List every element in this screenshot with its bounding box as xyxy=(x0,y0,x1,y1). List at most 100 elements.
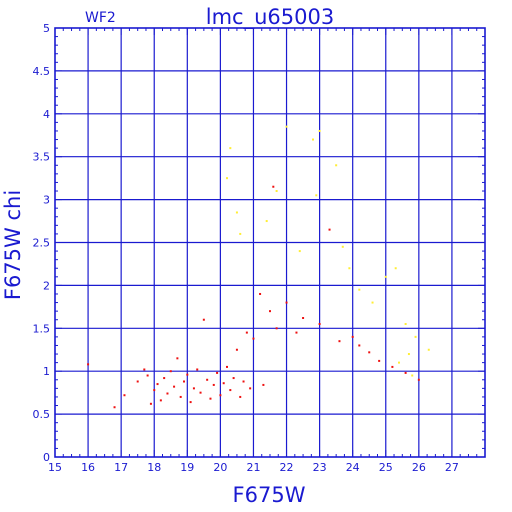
data-point xyxy=(269,310,271,313)
data-point xyxy=(249,387,252,390)
x-tick-label: 24 xyxy=(346,461,360,474)
data-point xyxy=(259,292,262,295)
data-point xyxy=(318,323,321,326)
x-tick-label: 25 xyxy=(379,461,393,474)
data-point xyxy=(186,373,189,376)
x-tick-label: 16 xyxy=(81,461,95,474)
y-tick-label: 5 xyxy=(43,22,50,35)
data-point xyxy=(209,397,212,400)
data-point xyxy=(226,365,228,368)
data-point xyxy=(368,351,371,354)
data-point xyxy=(192,387,195,390)
data-point xyxy=(113,406,116,409)
data-point xyxy=(318,129,321,132)
y-tick-label: 3.5 xyxy=(33,151,51,164)
x-tick-label: 21 xyxy=(246,461,260,474)
y-tick-label: 0 xyxy=(43,451,50,464)
data-point xyxy=(371,301,374,304)
data-point xyxy=(156,383,159,386)
x-tick-label: 23 xyxy=(313,461,327,474)
y-tick-label: 1.5 xyxy=(33,322,51,335)
data-point xyxy=(202,318,205,321)
data-point xyxy=(242,380,245,383)
data-point xyxy=(265,220,268,223)
data-point xyxy=(302,317,305,320)
data-point xyxy=(358,344,361,347)
data-point xyxy=(196,368,199,371)
chart-title: lmc_u65003 xyxy=(206,5,334,30)
grid-layer xyxy=(55,28,485,457)
y-tick-label: 4.5 xyxy=(33,65,51,78)
data-point xyxy=(348,267,351,270)
data-point xyxy=(407,353,410,356)
y-axis-label: F675W chi xyxy=(1,190,25,300)
data-point xyxy=(146,374,149,377)
data-point xyxy=(272,185,275,188)
data-point xyxy=(391,365,394,368)
data-point xyxy=(358,288,361,291)
data-point xyxy=(351,335,354,338)
x-tick-label: 26 xyxy=(412,461,426,474)
x-tick-label: 20 xyxy=(213,461,227,474)
data-point xyxy=(153,389,156,392)
data-point xyxy=(159,399,162,402)
data-point xyxy=(173,385,176,388)
data-point xyxy=(275,327,278,330)
data-point xyxy=(404,323,407,326)
x-axis-label: F675W xyxy=(233,483,306,507)
data-point xyxy=(252,337,255,340)
data-point xyxy=(199,391,202,394)
x-tick-label: 27 xyxy=(445,461,459,474)
y-tick-label: 4 xyxy=(43,108,50,121)
data-point xyxy=(235,211,238,214)
data-point xyxy=(384,275,387,278)
data-point xyxy=(378,359,381,362)
data-point xyxy=(239,395,242,398)
data-point xyxy=(398,361,400,364)
data-point xyxy=(143,368,146,371)
chart-subtitle: WF2 xyxy=(85,10,116,26)
data-point xyxy=(166,392,169,395)
data-point xyxy=(87,363,90,366)
data-point xyxy=(411,374,414,377)
data-point xyxy=(136,380,139,383)
y-tick-label: 2.5 xyxy=(33,237,51,250)
data-point xyxy=(328,228,331,231)
data-point xyxy=(298,250,301,253)
data-point xyxy=(163,377,166,380)
data-point xyxy=(285,301,288,304)
data-point xyxy=(229,147,232,150)
x-tick-label: 15 xyxy=(48,461,62,474)
data-point xyxy=(212,383,215,386)
data-point xyxy=(404,371,407,374)
data-point xyxy=(245,331,248,334)
y-tick-label: 3 xyxy=(43,194,50,207)
y-tick-label: 2 xyxy=(43,279,50,292)
data-point xyxy=(341,245,344,248)
data-point xyxy=(235,348,238,351)
data-point xyxy=(189,401,192,404)
data-point xyxy=(335,164,338,167)
points-layer xyxy=(87,125,430,409)
ticks-layer: 15 16 17 18 19 20 21 22 23 24 25 26 27 0 0.5 1 1.5 2 2.5 3 3… xyxy=(33,22,486,474)
x-tick-label: 22 xyxy=(280,461,294,474)
data-point xyxy=(427,348,430,351)
data-point xyxy=(123,394,126,397)
data-point xyxy=(239,232,242,235)
data-point xyxy=(222,382,225,385)
y-tick-label: 0.5 xyxy=(33,408,51,421)
data-point xyxy=(417,378,420,381)
data-point xyxy=(295,331,298,334)
x-tick-label: 19 xyxy=(180,461,194,474)
data-point xyxy=(149,402,152,405)
data-point xyxy=(216,371,219,374)
data-point xyxy=(394,267,397,270)
data-point xyxy=(232,377,235,380)
data-point xyxy=(226,177,228,180)
data-point xyxy=(229,389,232,392)
x-tick-label: 18 xyxy=(147,461,161,474)
data-point xyxy=(219,394,222,397)
y-tick-label: 1 xyxy=(43,365,50,378)
data-point xyxy=(285,125,288,128)
